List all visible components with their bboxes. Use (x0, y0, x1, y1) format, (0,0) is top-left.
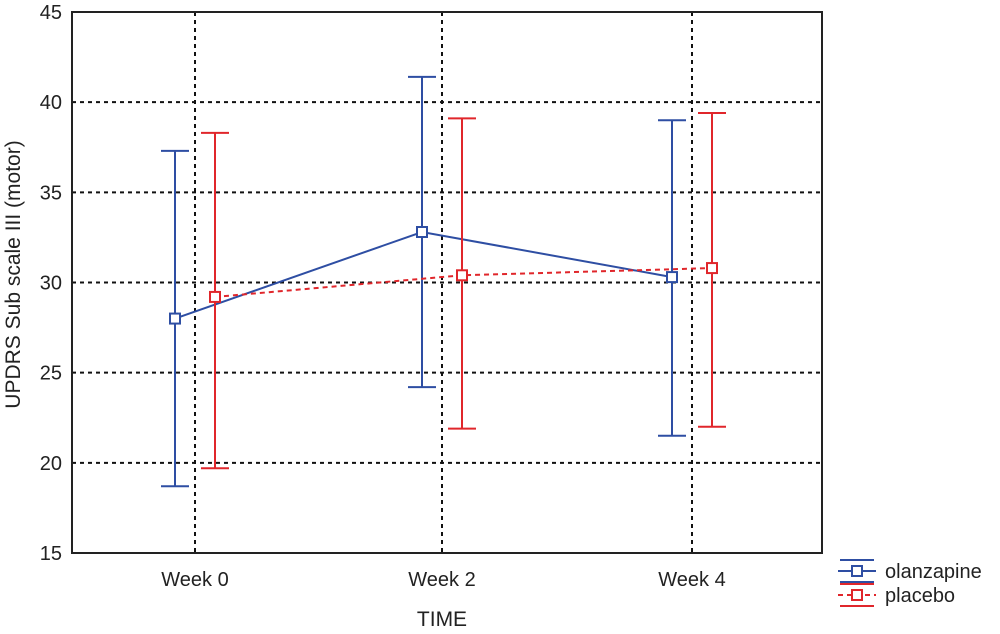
y-tick-label: 15 (40, 543, 62, 565)
data-point (416, 226, 428, 239)
data-point (169, 312, 181, 325)
x-axis-title: TIME (417, 608, 467, 631)
y-tick-label: 40 (40, 92, 62, 114)
x-axis-ticks: Week 0 Week 2 Week 4 (161, 569, 725, 591)
y-axis-ticks: 15 20 25 30 35 40 45 (40, 2, 62, 565)
legend-item-placebo: placebo (838, 583, 955, 607)
series-line-olanzapine (174, 230, 673, 320)
data-point (209, 290, 221, 303)
y-tick-label: 20 (40, 453, 62, 475)
series-placebo (201, 111, 726, 470)
data-point (456, 269, 468, 282)
y-tick-label: 35 (40, 182, 62, 204)
data-point (666, 271, 678, 284)
grid (72, 12, 822, 553)
x-tick-label: Week 0 (161, 569, 228, 591)
data-point (706, 262, 718, 275)
legend-marker (851, 565, 863, 577)
legend-marker (851, 589, 863, 601)
legend-item-olanzapine: olanzapine (838, 559, 982, 583)
series-layer (161, 75, 726, 488)
legend-label: placebo (885, 585, 955, 607)
y-tick-label: 25 (40, 363, 62, 385)
x-tick-label: Week 2 (408, 569, 475, 591)
legend-label: olanzapine (885, 561, 982, 583)
y-axis-title: UPDRS Sub scale III (motor) (2, 140, 25, 408)
plot-frame (71, 11, 823, 554)
x-tick-label: Week 4 (658, 569, 725, 591)
series-olanzapine (161, 75, 686, 488)
y-tick-label: 45 (40, 2, 62, 24)
y-tick-label: 30 (40, 273, 62, 295)
